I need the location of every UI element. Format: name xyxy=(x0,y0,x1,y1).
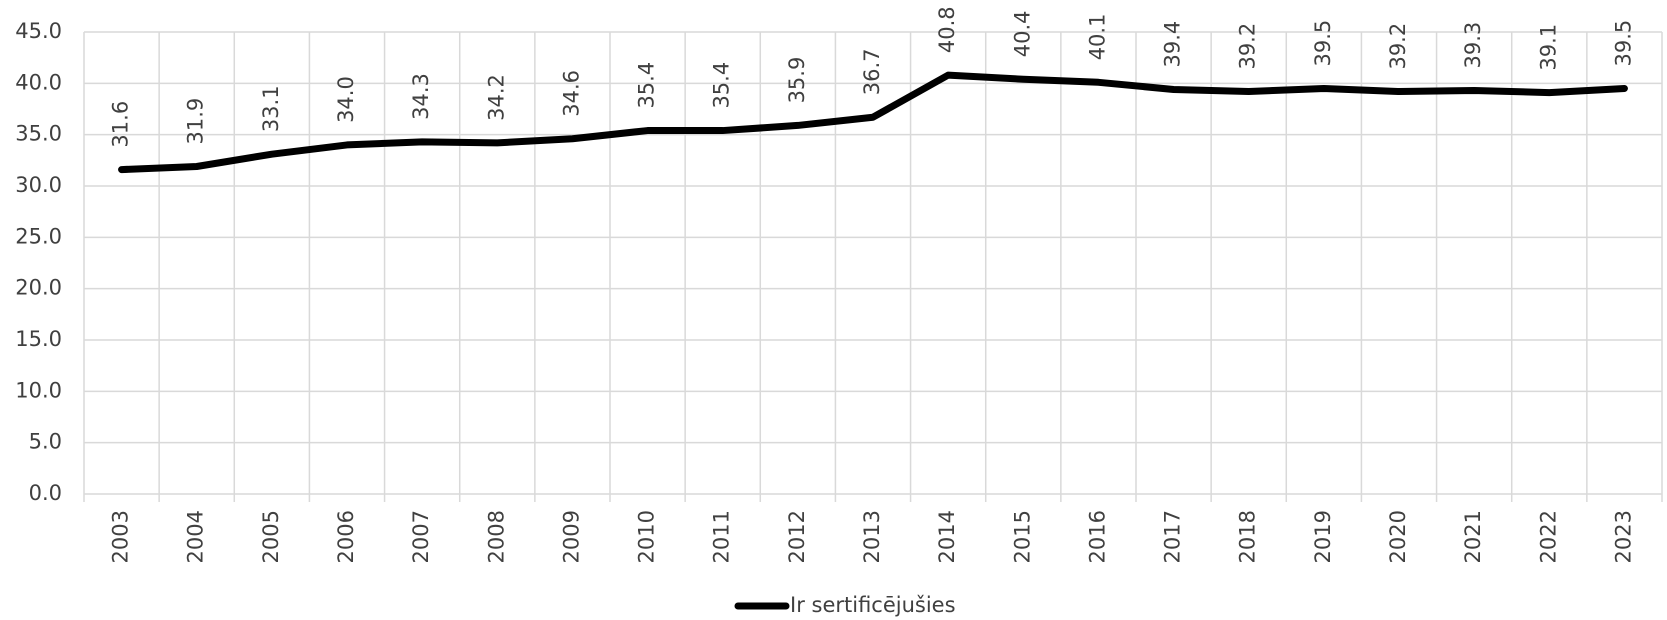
data-label: 34.6 xyxy=(559,70,583,117)
x-tick-label: 2015 xyxy=(1010,510,1034,563)
y-tick-label: 25.0 xyxy=(15,224,62,248)
y-tick-label: 10.0 xyxy=(15,378,62,402)
y-tick-label: 15.0 xyxy=(15,327,62,351)
x-tick-label: 2022 xyxy=(1536,510,1560,563)
y-tick-label: 45.0 xyxy=(15,19,62,43)
y-tick-label: 30.0 xyxy=(15,173,62,197)
data-label: 34.0 xyxy=(334,76,358,123)
data-label: 39.2 xyxy=(1236,23,1260,70)
x-tick-label: 2005 xyxy=(259,510,283,563)
data-label: 34.2 xyxy=(484,74,508,121)
y-tick-label: 20.0 xyxy=(15,276,62,300)
x-tick-label: 2004 xyxy=(184,510,208,563)
x-tick-label: 2014 xyxy=(935,510,959,563)
data-label: 40.4 xyxy=(1010,10,1034,57)
line xyxy=(118,71,1628,174)
x-tick-label: 2018 xyxy=(1236,510,1260,563)
x-tick-label: 2020 xyxy=(1386,510,1410,563)
x-tick-label: 2012 xyxy=(785,510,809,563)
x-tick-label: 2023 xyxy=(1611,510,1635,563)
data-label: 40.1 xyxy=(1085,14,1109,61)
data-label: 35.9 xyxy=(785,57,809,104)
x-tick-label: 2008 xyxy=(484,510,508,563)
data-label: 35.4 xyxy=(710,62,734,109)
x-tick-label: 2003 xyxy=(109,510,133,563)
x-tick-label: 2010 xyxy=(635,510,659,563)
x-tick-label: 2006 xyxy=(334,510,358,563)
data-label: 33.1 xyxy=(259,85,283,132)
x-tick-label: 2016 xyxy=(1085,510,1109,563)
data-label: 35.4 xyxy=(635,62,659,109)
data-label: 39.5 xyxy=(1611,20,1635,67)
data-label: 40.8 xyxy=(935,6,959,53)
x-tick-label: 2013 xyxy=(860,510,884,563)
x-tick-label: 2011 xyxy=(710,510,734,563)
data-label: 39.1 xyxy=(1536,24,1560,71)
data-label: 31.6 xyxy=(109,101,133,148)
data-label: 31.9 xyxy=(184,98,208,145)
data-label: 34.3 xyxy=(409,73,433,120)
data-label: 39.3 xyxy=(1461,22,1485,69)
x-tick-label: 2009 xyxy=(559,510,583,563)
y-tick-label: 35.0 xyxy=(15,122,62,146)
data-label: 39.4 xyxy=(1161,21,1185,68)
data-label: 39.5 xyxy=(1311,20,1335,67)
x-tick-label: 2007 xyxy=(409,510,433,563)
x-tick-label: 2017 xyxy=(1161,510,1185,563)
y-tick-label: 40.0 xyxy=(15,70,62,94)
x-tick-label: 2021 xyxy=(1461,510,1485,563)
x-tick-label: 2019 xyxy=(1311,510,1335,563)
y-tick-label: 0.0 xyxy=(29,481,62,505)
y-tick-label: 5.0 xyxy=(29,430,62,454)
data-label: 36.7 xyxy=(860,48,884,95)
data-label: 39.2 xyxy=(1386,23,1410,70)
legend-label: Ir sertificējušies xyxy=(790,593,956,617)
